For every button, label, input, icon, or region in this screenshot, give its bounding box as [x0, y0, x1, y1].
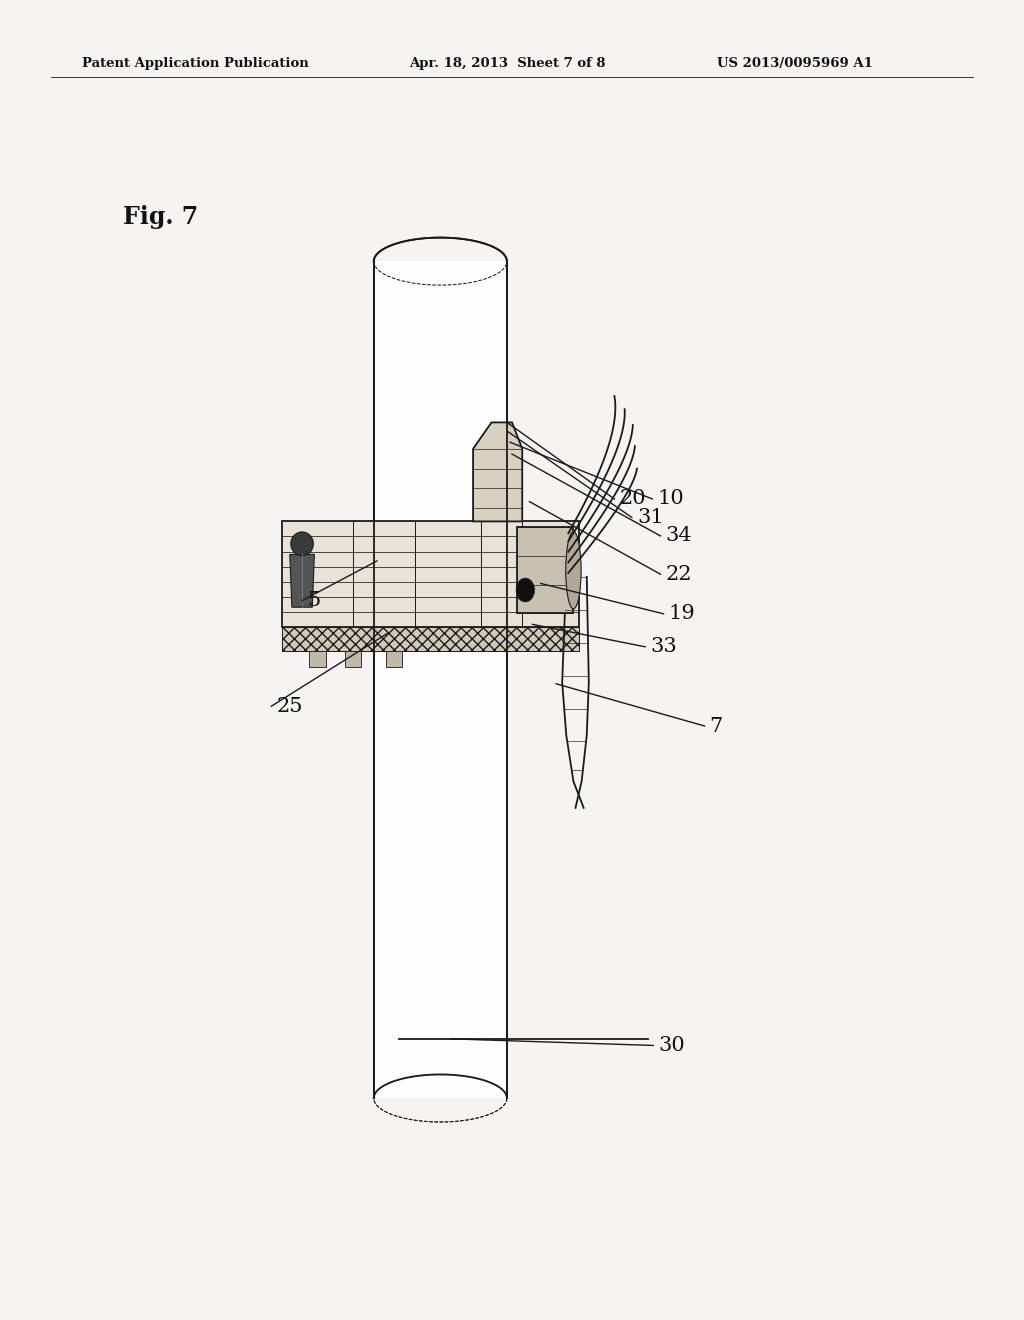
Bar [375, 261, 506, 1098]
Bar [345, 651, 361, 667]
Text: Patent Application Publication: Patent Application Publication [82, 57, 308, 70]
Text: 22: 22 [666, 565, 692, 583]
Text: 31: 31 [637, 508, 664, 527]
Bar [386, 651, 402, 667]
Bar [282, 627, 579, 651]
Ellipse shape [566, 532, 582, 609]
Text: 10: 10 [657, 490, 684, 508]
Text: 30: 30 [658, 1036, 685, 1055]
Polygon shape [473, 422, 522, 521]
Polygon shape [290, 554, 314, 607]
Bar [309, 651, 326, 667]
Text: US 2013/0095969 A1: US 2013/0095969 A1 [717, 57, 872, 70]
Text: Apr. 18, 2013  Sheet 7 of 8: Apr. 18, 2013 Sheet 7 of 8 [410, 57, 606, 70]
Text: 20: 20 [620, 490, 646, 508]
Bar [282, 521, 579, 627]
Circle shape [516, 578, 535, 602]
Text: 34: 34 [666, 527, 692, 545]
Ellipse shape [291, 532, 313, 556]
Text: 19: 19 [669, 605, 695, 623]
Text: Fig. 7: Fig. 7 [123, 205, 198, 228]
Text: 33: 33 [650, 638, 677, 656]
Text: 7: 7 [710, 717, 723, 735]
Bar [517, 527, 573, 612]
Text: 5: 5 [307, 591, 321, 610]
Text: 25: 25 [276, 697, 303, 715]
